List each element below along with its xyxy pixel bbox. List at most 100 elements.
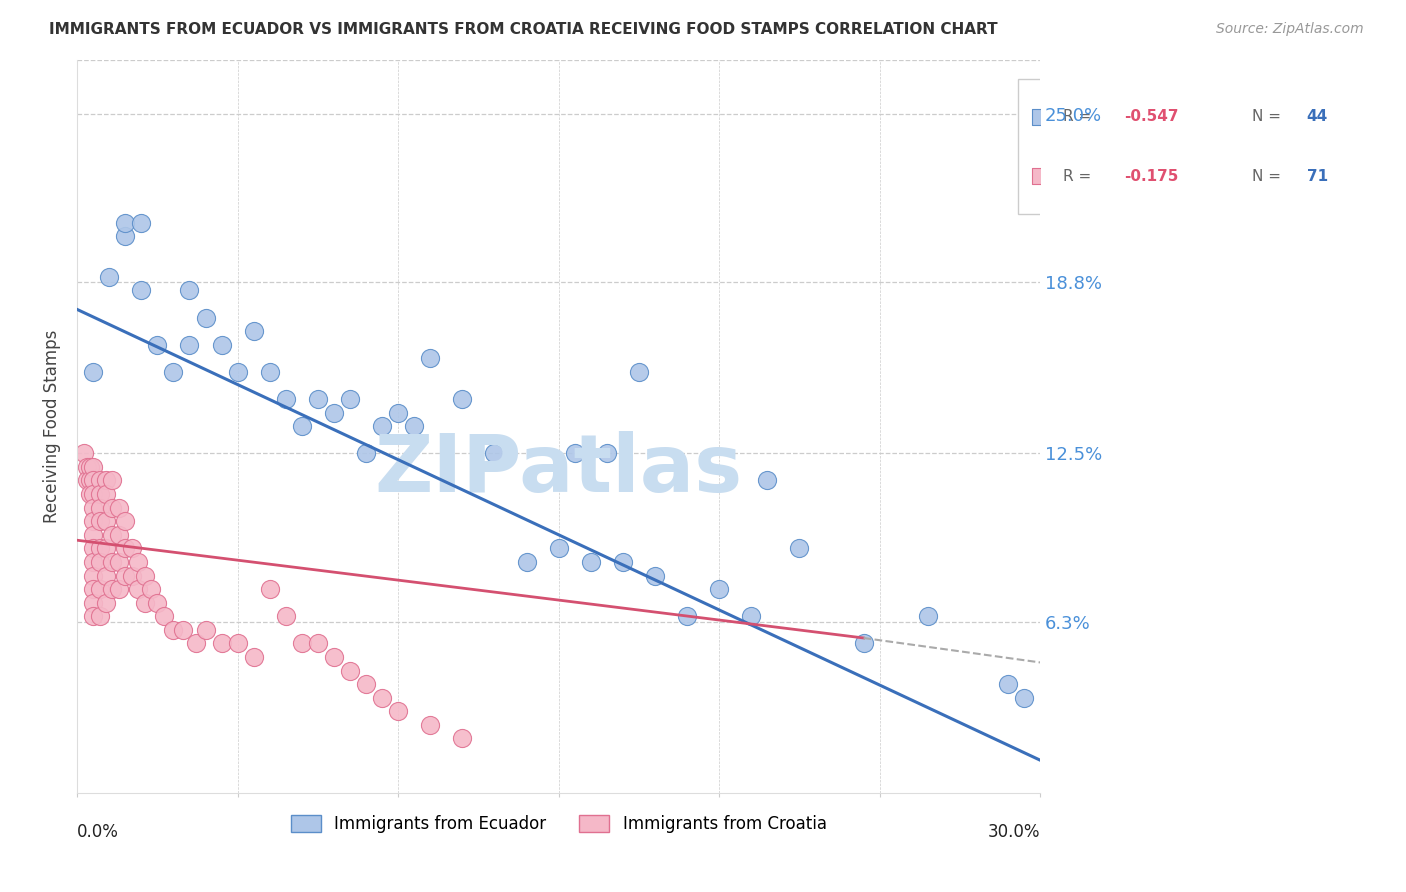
Point	[162, 365, 184, 379]
Point	[89, 609, 111, 624]
Point	[756, 474, 779, 488]
Point	[76, 474, 98, 488]
Point	[211, 337, 233, 351]
Point	[354, 446, 377, 460]
Point	[121, 541, 143, 556]
Point	[129, 284, 152, 298]
Text: N =: N =	[1251, 169, 1286, 184]
Point	[676, 609, 699, 624]
Point	[89, 541, 111, 556]
Point	[259, 582, 281, 596]
Point	[387, 406, 409, 420]
Point	[82, 365, 104, 379]
Point	[627, 365, 650, 379]
Point	[451, 392, 474, 406]
Point	[101, 500, 124, 515]
Point	[76, 459, 98, 474]
Point	[82, 568, 104, 582]
Point	[404, 419, 426, 434]
Point	[129, 215, 152, 229]
Point	[371, 690, 394, 705]
Point	[121, 568, 143, 582]
Point	[134, 596, 156, 610]
Point	[419, 351, 441, 366]
Point	[387, 704, 409, 718]
Text: -0.547: -0.547	[1123, 109, 1178, 124]
Point	[644, 568, 666, 582]
Point	[94, 514, 117, 528]
Point	[82, 500, 104, 515]
Point	[612, 555, 634, 569]
Point	[101, 474, 124, 488]
Point	[108, 528, 131, 542]
Point	[184, 636, 207, 650]
Point	[72, 446, 94, 460]
Point	[1012, 690, 1035, 705]
Point	[307, 636, 329, 650]
Point	[108, 500, 131, 515]
Point	[94, 596, 117, 610]
Point	[114, 229, 136, 244]
Text: 0.0%: 0.0%	[77, 823, 120, 841]
Point	[101, 555, 124, 569]
Point	[114, 541, 136, 556]
Point	[108, 582, 131, 596]
Point	[211, 636, 233, 650]
Point	[226, 365, 249, 379]
Bar	[1018, 78, 1406, 214]
Point	[127, 555, 149, 569]
Point	[82, 528, 104, 542]
Text: ZIPatlas: ZIPatlas	[374, 431, 742, 509]
Point	[179, 284, 201, 298]
Point	[564, 446, 586, 460]
Point	[89, 514, 111, 528]
Point	[322, 650, 344, 665]
Point	[89, 555, 111, 569]
Point	[101, 582, 124, 596]
Point	[274, 392, 297, 406]
Point	[484, 446, 506, 460]
Point	[139, 582, 162, 596]
Point	[162, 623, 184, 637]
Point	[98, 269, 121, 284]
Text: R =: R =	[1063, 109, 1095, 124]
Point	[274, 609, 297, 624]
Text: IMMIGRANTS FROM ECUADOR VS IMMIGRANTS FROM CROATIA RECEIVING FOOD STAMPS CORRELA: IMMIGRANTS FROM ECUADOR VS IMMIGRANTS FR…	[49, 22, 998, 37]
Point	[259, 365, 281, 379]
Point	[322, 406, 344, 420]
Text: 30.0%: 30.0%	[987, 823, 1040, 841]
Point	[82, 459, 104, 474]
Point	[179, 337, 201, 351]
Point	[339, 664, 361, 678]
Point	[94, 568, 117, 582]
Text: N =: N =	[1251, 109, 1286, 124]
Point	[89, 474, 111, 488]
Point	[515, 555, 537, 569]
Point	[419, 718, 441, 732]
Point	[89, 500, 111, 515]
Point	[79, 487, 101, 501]
Point	[89, 582, 111, 596]
Text: -0.175: -0.175	[1123, 169, 1178, 184]
Point	[1029, 110, 1052, 124]
Point	[146, 337, 169, 351]
Point	[82, 555, 104, 569]
Point	[997, 677, 1019, 691]
Point	[146, 596, 169, 610]
Point	[79, 474, 101, 488]
Point	[917, 609, 939, 624]
Point	[82, 596, 104, 610]
Point	[852, 636, 875, 650]
Text: 44: 44	[1306, 109, 1327, 124]
Point	[82, 582, 104, 596]
Point	[82, 487, 104, 501]
Point	[114, 514, 136, 528]
Point	[291, 419, 314, 434]
Point	[596, 446, 619, 460]
Point	[707, 582, 730, 596]
Y-axis label: Receiving Food Stamps: Receiving Food Stamps	[44, 329, 60, 523]
Text: 71: 71	[1306, 169, 1327, 184]
Point	[82, 541, 104, 556]
Point	[740, 609, 762, 624]
Point	[172, 623, 194, 637]
